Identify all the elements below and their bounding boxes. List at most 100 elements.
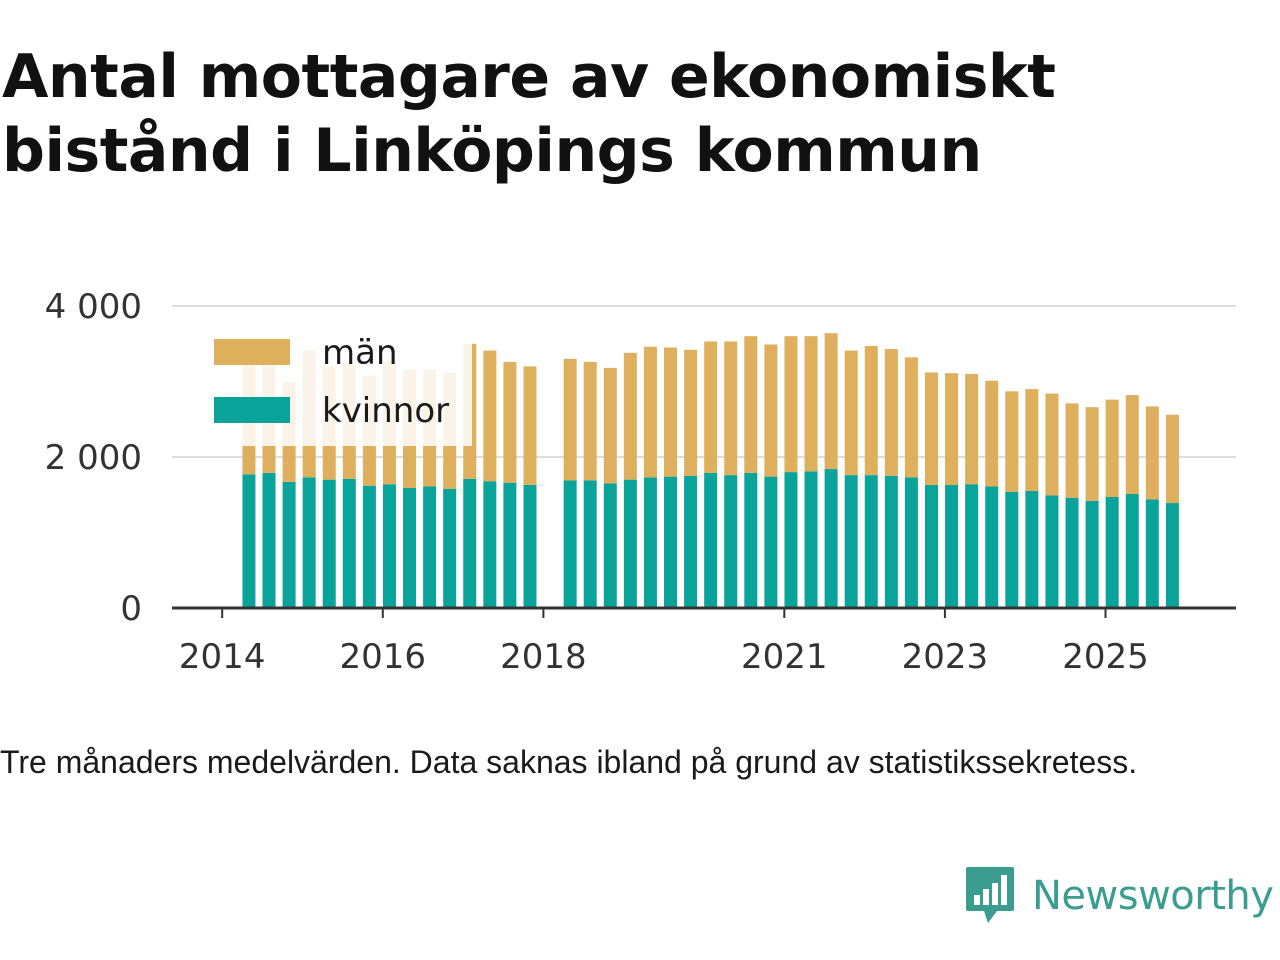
- legend-label: kvinnor: [322, 391, 449, 431]
- bar-man: [924, 372, 938, 485]
- bar-kvinnor: [503, 482, 517, 608]
- bar-kvinnor: [1065, 497, 1079, 608]
- bar-kvinnor: [1085, 500, 1099, 608]
- bar-man: [483, 350, 497, 482]
- bar-man: [764, 344, 778, 477]
- bars: [242, 333, 1179, 608]
- bar-kvinnor: [1125, 493, 1139, 608]
- chart-title: Antal mottagare av ekonomiskt bistånd i …: [2, 42, 1056, 186]
- bar-man: [583, 361, 597, 481]
- bar-man: [844, 350, 858, 476]
- bar-kvinnor: [362, 485, 376, 608]
- bar-kvinnor: [744, 472, 758, 608]
- bar-man: [985, 380, 999, 487]
- bar-kvinnor: [583, 480, 597, 608]
- bar-man: [945, 373, 959, 485]
- y-tick-label: 2 000: [45, 438, 142, 478]
- chart-area: 0 2 000 4 000 2014 2016 2018 2021 2023 2025 män k…: [45, 287, 1236, 677]
- bar-man: [744, 336, 758, 473]
- bar-man: [664, 347, 678, 477]
- bar-man: [684, 349, 698, 476]
- bar-kvinnor: [724, 475, 738, 608]
- bar-man: [864, 346, 878, 476]
- bar-kvinnor: [423, 486, 437, 608]
- bar-kvinnor: [563, 480, 577, 608]
- bar-man: [1065, 403, 1079, 498]
- bar-man: [1165, 414, 1179, 504]
- bar-man: [724, 341, 738, 476]
- bar-man: [523, 366, 537, 485]
- bar-man: [784, 336, 798, 473]
- bar-kvinnor: [342, 478, 356, 608]
- bar-man: [603, 367, 617, 484]
- bar-kvinnor: [804, 471, 818, 608]
- bar-man: [1125, 395, 1139, 494]
- bar-kvinnor: [664, 476, 678, 608]
- legend-swatch: [214, 339, 290, 365]
- bar-kvinnor: [443, 488, 457, 608]
- x-tick-label: 2025: [1062, 637, 1149, 677]
- brand-logo: Newsworthy: [964, 864, 1274, 928]
- bar-kvinnor: [322, 479, 336, 608]
- bar-kvinnor: [523, 484, 537, 608]
- bar-man: [563, 358, 577, 481]
- bar-man: [1005, 391, 1019, 492]
- bar-kvinnor: [463, 478, 477, 608]
- bar-kvinnor: [623, 479, 637, 608]
- bar-kvinnor: [382, 484, 396, 608]
- bar-man: [904, 357, 918, 478]
- bar-man: [1045, 393, 1059, 496]
- bar-kvinnor: [824, 469, 838, 608]
- x-tick-label: 2023: [902, 637, 989, 677]
- bar-kvinnor: [1025, 490, 1039, 608]
- bar-kvinnor: [965, 484, 979, 608]
- bar-man: [1145, 406, 1159, 500]
- bar-kvinnor: [764, 476, 778, 608]
- x-tick-label: 2018: [500, 637, 587, 677]
- bar-kvinnor: [884, 475, 898, 608]
- bar-man: [1025, 389, 1039, 491]
- bar-man: [503, 361, 517, 483]
- newsworthy-logo-icon: [966, 867, 1014, 923]
- bar-kvinnor: [262, 472, 276, 608]
- bar-kvinnor: [242, 474, 256, 608]
- bar-kvinnor: [784, 472, 798, 608]
- bar-man: [1105, 399, 1119, 498]
- bar-kvinnor: [1105, 497, 1119, 608]
- bar-kvinnor: [904, 477, 918, 608]
- bar-kvinnor: [704, 472, 718, 608]
- bar-kvinnor: [1045, 495, 1059, 608]
- bar-man: [804, 336, 818, 472]
- bar-kvinnor: [282, 481, 296, 608]
- x-tick-label: 2021: [741, 637, 828, 677]
- legend-swatch: [214, 397, 290, 423]
- bar-man: [884, 349, 898, 476]
- bar-man: [704, 341, 718, 473]
- axes: 0 2 000 4 000 2014 2016 2018 2021 2023 2025: [45, 287, 1236, 677]
- bar-kvinnor: [864, 475, 878, 608]
- brand-name: Newsworthy: [1032, 873, 1274, 919]
- bar-man: [824, 333, 838, 470]
- bar-kvinnor: [844, 475, 858, 608]
- x-tick-label: 2016: [340, 637, 427, 677]
- bar-kvinnor: [985, 486, 999, 608]
- bar-kvinnor: [603, 483, 617, 608]
- y-tick-label: 0: [120, 589, 142, 629]
- bar-kvinnor: [643, 477, 657, 608]
- chart-footnote: Tre månaders medelvärden. Data saknas ib…: [0, 744, 1138, 780]
- bar-kvinnor: [945, 484, 959, 608]
- x-tick-label: 2014: [179, 637, 266, 677]
- bar-kvinnor: [302, 477, 316, 608]
- bar-man: [1085, 407, 1099, 501]
- y-tick-label: 4 000: [45, 287, 142, 327]
- bar-kvinnor: [1165, 503, 1179, 608]
- bar-kvinnor: [1005, 491, 1019, 608]
- bar-man: [623, 352, 637, 480]
- legend: män kvinnor: [196, 318, 472, 446]
- legend-label: män: [322, 333, 398, 373]
- bar-kvinnor: [924, 484, 938, 608]
- bar-kvinnor: [684, 475, 698, 608]
- bar-man: [965, 373, 979, 485]
- bar-kvinnor: [1145, 499, 1159, 608]
- bar-kvinnor: [403, 487, 417, 608]
